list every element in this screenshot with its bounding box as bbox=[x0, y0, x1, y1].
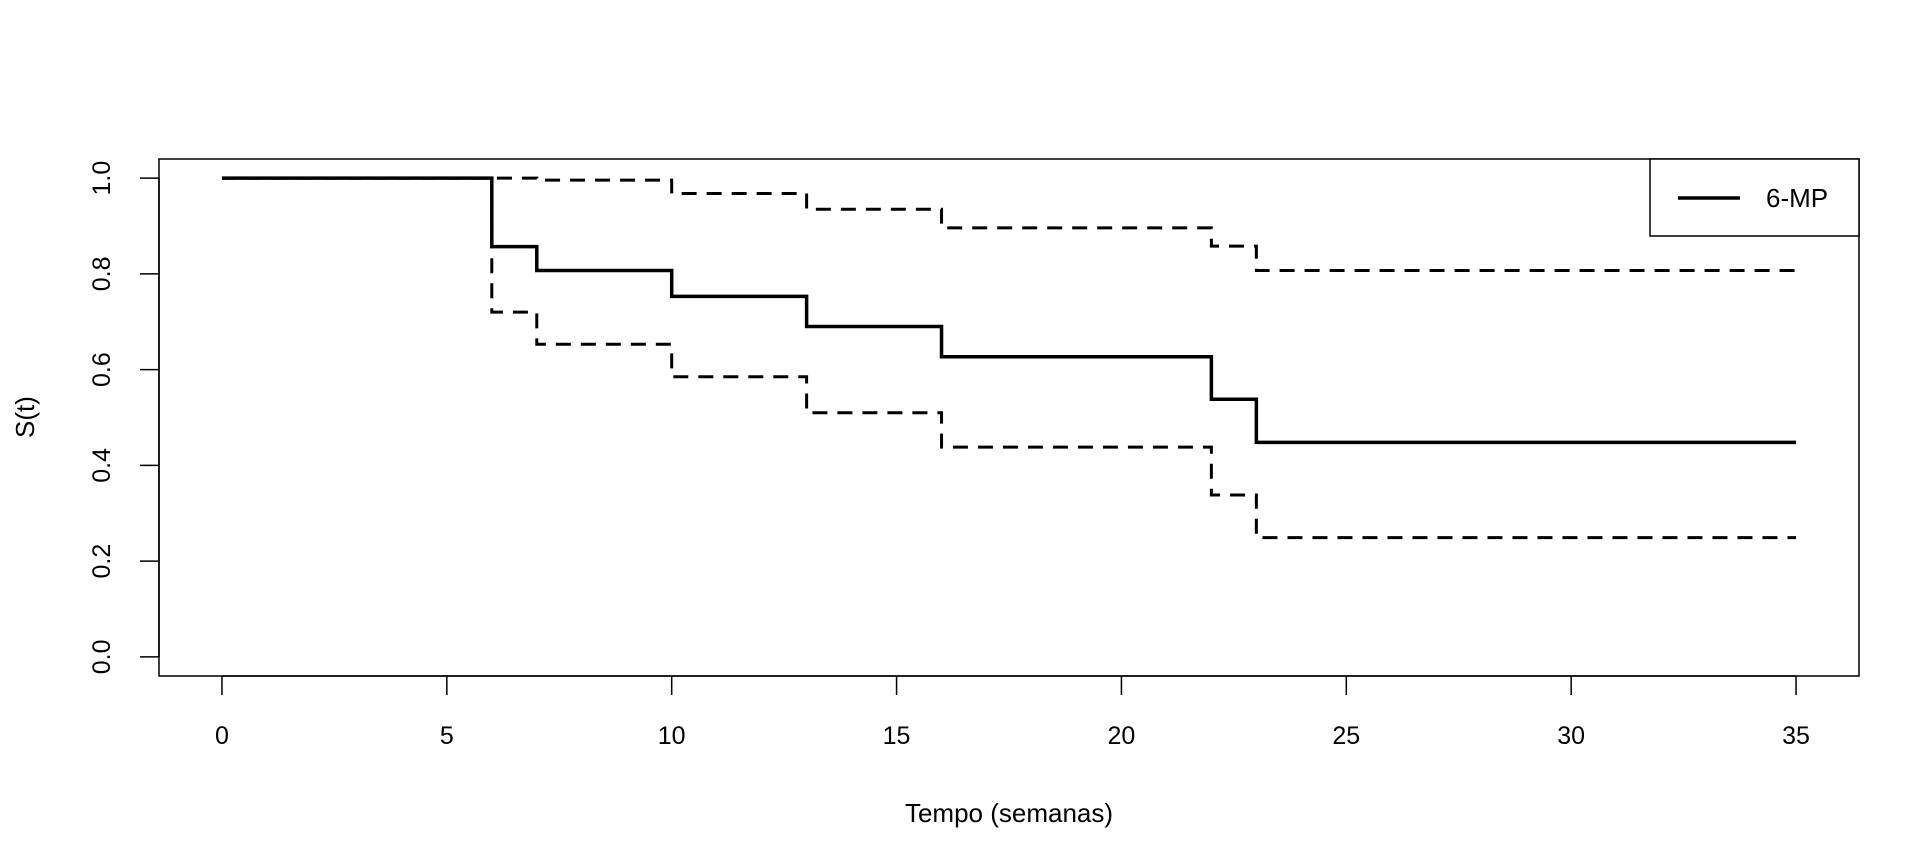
x-tick-label: 0 bbox=[215, 722, 229, 750]
y-tick-label: 0.6 bbox=[88, 352, 116, 387]
y-tick-label: 0.0 bbox=[88, 639, 116, 674]
x-tick-label: 25 bbox=[1332, 722, 1360, 750]
survival-curve-6mp bbox=[221, 176, 1797, 445]
y-tick-label: 0.8 bbox=[88, 257, 116, 292]
confidence-band-upper bbox=[221, 176, 1797, 273]
x-tick-label: 5 bbox=[440, 722, 454, 750]
y-axis-title: S(t) bbox=[10, 396, 40, 438]
x-axis-title: Tempo (semanas) bbox=[905, 798, 1113, 828]
y-axis: 0.0 0.2 0.4 0.6 0.8 1.0 bbox=[88, 161, 160, 674]
legend-label-6mp: 6-MP bbox=[1766, 183, 1828, 213]
y-tick-label: 1.0 bbox=[88, 161, 116, 196]
x-tick-label: 10 bbox=[658, 722, 686, 750]
x-tick-label: 20 bbox=[1108, 722, 1136, 750]
x-tick-label: 15 bbox=[883, 722, 911, 750]
x-tick-label: 30 bbox=[1557, 722, 1585, 750]
y-tick-label: 0.2 bbox=[88, 544, 116, 579]
y-tick-label: 0.4 bbox=[88, 448, 116, 483]
x-axis: 0 5 10 15 20 25 30 35 bbox=[215, 675, 1810, 750]
plot-frame bbox=[158, 158, 1860, 677]
x-tick-label: 35 bbox=[1782, 722, 1810, 750]
series-group bbox=[221, 176, 1797, 540]
legend: 6-MP bbox=[1649, 158, 1860, 237]
confidence-band-lower bbox=[221, 176, 1797, 540]
